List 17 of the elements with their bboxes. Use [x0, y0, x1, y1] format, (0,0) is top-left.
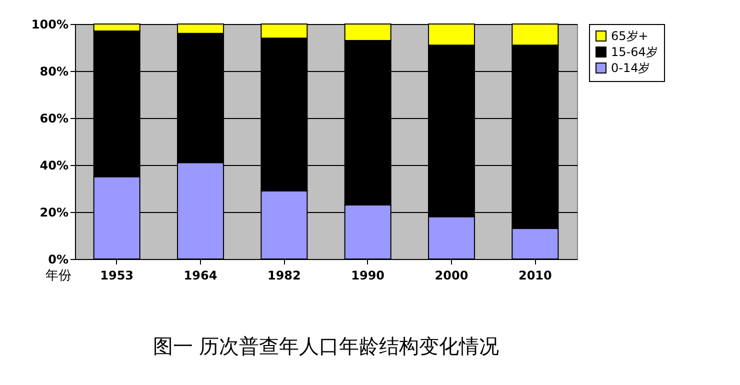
x-tick-label: 1953	[100, 268, 134, 282]
x-tick-label: 2010	[518, 268, 552, 282]
x-tick-label: 1982	[267, 268, 301, 282]
legend-label: 15-64岁	[611, 45, 658, 59]
x-tick-label: 1990	[351, 268, 385, 282]
text: 图一 历次普查年人口年龄结构变化情况	[152, 334, 500, 358]
x-tick-label: 1964	[184, 268, 218, 282]
legend-label: 65岁+	[611, 29, 648, 43]
y-tick-label: 20%	[40, 206, 68, 220]
y-tick-label: 40%	[40, 158, 68, 172]
x-axis-title: 年份	[46, 268, 72, 284]
y-tick-label: 0%	[48, 252, 68, 266]
legend-label: 0-14岁	[611, 61, 650, 75]
y-tick-label: 60%	[40, 112, 68, 126]
y-tick-label: 100%	[31, 18, 68, 32]
x-tick-label: 2000	[434, 268, 468, 282]
y-tick-label: 80%	[40, 64, 68, 78]
